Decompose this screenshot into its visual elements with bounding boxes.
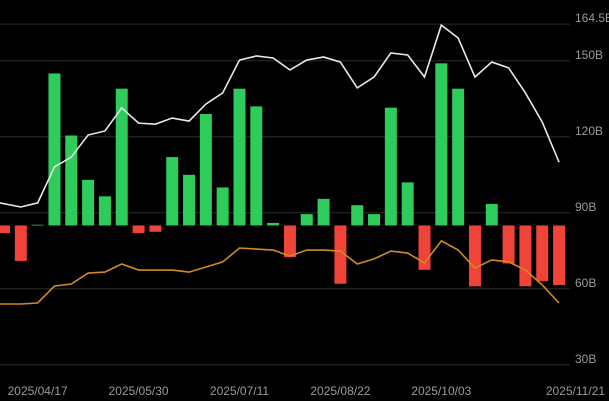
bar	[502, 225, 515, 264]
bar	[132, 225, 145, 234]
y-tick-label: 150B	[575, 48, 603, 62]
x-tick-label: 2025/08/22	[310, 384, 370, 398]
bar	[519, 225, 532, 287]
bar	[283, 225, 296, 258]
y-tick-label: 30B	[575, 352, 596, 366]
bar	[233, 88, 246, 226]
bar	[82, 179, 95, 226]
bar	[468, 225, 481, 287]
bar	[14, 225, 27, 261]
line	[0, 239, 560, 305]
bar	[401, 182, 414, 226]
bar	[267, 222, 280, 226]
y-tick-label: 120B	[575, 124, 603, 138]
bar	[31, 224, 44, 226]
bar	[485, 203, 498, 226]
bar	[48, 73, 61, 226]
line	[0, 23, 560, 208]
x-tick-label: 2025/04/17	[8, 384, 68, 398]
y-tick-label: 60B	[575, 276, 596, 290]
bar	[351, 205, 364, 226]
y-tick-label: 90B	[575, 200, 596, 214]
bar	[452, 88, 465, 226]
bar	[199, 114, 212, 226]
bar	[183, 174, 196, 226]
bar	[536, 225, 549, 282]
bar	[368, 214, 381, 226]
bar	[149, 225, 162, 232]
bar	[334, 225, 347, 284]
bar	[166, 157, 179, 226]
bar	[98, 196, 111, 226]
bar	[300, 214, 313, 226]
bar	[115, 88, 128, 226]
x-tick-label: 2025/11/21	[546, 384, 605, 398]
bar	[435, 63, 448, 226]
y-tick-label: 164.5B	[575, 11, 609, 25]
x-tick-label: 2025/05/30	[109, 384, 169, 398]
bar	[384, 107, 397, 226]
bar	[250, 106, 263, 226]
x-tick-label: 2025/10/03	[411, 384, 471, 398]
bar	[65, 135, 78, 226]
bar	[317, 198, 330, 226]
bar	[0, 225, 10, 234]
bar	[216, 187, 229, 226]
x-tick-label: 2025/07/11	[210, 384, 269, 398]
bar	[553, 225, 566, 285]
